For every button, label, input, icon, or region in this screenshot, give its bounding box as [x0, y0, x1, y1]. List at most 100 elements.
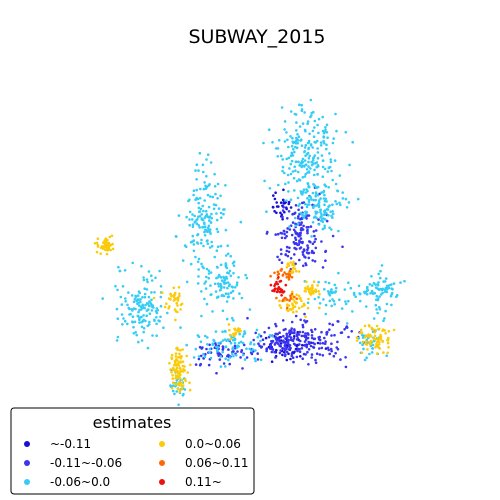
map-point — [283, 120, 287, 123]
map-point — [195, 222, 199, 225]
map-point — [295, 297, 299, 301]
map-point — [188, 223, 191, 227]
map-point — [223, 282, 226, 285]
map-point — [118, 269, 122, 273]
map-point — [178, 372, 181, 376]
map-point — [300, 299, 303, 303]
map-point — [197, 357, 201, 361]
map-point — [310, 353, 314, 356]
map-point — [322, 142, 326, 145]
map-point — [304, 353, 307, 356]
map-point — [203, 297, 206, 301]
map-point — [295, 146, 299, 150]
map-point — [284, 182, 287, 186]
map-point — [304, 172, 308, 176]
map-point — [209, 161, 213, 164]
map-point — [339, 203, 342, 207]
map-point — [255, 328, 259, 332]
map-point — [298, 202, 302, 206]
map-point — [205, 275, 208, 279]
map-point — [208, 347, 212, 351]
map-point — [200, 314, 203, 318]
map-point — [314, 237, 317, 241]
map-point — [291, 154, 295, 157]
map-point — [227, 358, 230, 362]
map-point — [215, 212, 218, 215]
map-point — [206, 336, 209, 339]
legend: estimates ~-0.11 -0.11~-0.06 -0.06~0.0 0… — [10, 407, 255, 495]
map-point — [331, 323, 335, 327]
map-point — [202, 244, 205, 248]
map-point — [294, 302, 298, 305]
map-point — [269, 283, 273, 287]
map-point — [137, 340, 140, 344]
map-point — [295, 355, 299, 359]
map-point — [249, 342, 252, 346]
map-point — [132, 332, 136, 335]
map-point — [167, 307, 170, 310]
legend-entry: -0.06~0.0 — [24, 475, 110, 489]
map-point — [181, 384, 185, 387]
map-point — [189, 262, 193, 266]
map-point — [303, 150, 306, 154]
map-point — [270, 340, 273, 343]
map-point — [121, 285, 125, 288]
map-point — [370, 326, 374, 330]
map-point — [323, 224, 327, 228]
map-point — [183, 369, 186, 372]
map-point — [311, 259, 315, 262]
map-point — [188, 198, 191, 202]
map-point — [315, 204, 319, 207]
map-point — [312, 135, 316, 138]
map-point — [235, 281, 239, 285]
map-point — [364, 342, 367, 346]
map-point — [217, 285, 221, 288]
map-point — [308, 195, 312, 198]
map-point — [204, 287, 208, 290]
map-point — [310, 251, 314, 254]
map-point — [295, 310, 298, 313]
map-point — [139, 300, 142, 304]
map-point — [285, 207, 289, 211]
map-point — [306, 197, 309, 200]
map-point — [109, 248, 112, 252]
map-point — [295, 334, 299, 338]
map-point — [214, 330, 218, 333]
map-point — [312, 230, 316, 233]
map-point — [217, 273, 221, 277]
map-point — [274, 233, 278, 236]
map-point — [274, 147, 278, 150]
map-point — [324, 280, 327, 284]
map-point — [124, 300, 127, 303]
map-point — [326, 136, 329, 139]
map-point — [224, 357, 227, 361]
map-point — [274, 322, 277, 326]
map-point — [399, 281, 402, 284]
map-point — [302, 248, 306, 251]
map-point — [289, 172, 293, 176]
map-point — [171, 374, 174, 377]
legend-label-2: -0.06~0.0 — [50, 475, 110, 489]
map-point — [318, 338, 322, 342]
map-point — [303, 128, 307, 132]
map-point — [366, 288, 370, 292]
map-point — [210, 244, 214, 248]
map-point — [337, 271, 340, 275]
map-point — [324, 250, 327, 253]
map-point — [313, 184, 316, 187]
map-point — [198, 215, 202, 218]
map-point — [341, 245, 344, 249]
map-point — [286, 138, 289, 142]
map-point — [321, 115, 325, 119]
map-point — [134, 307, 137, 311]
map-point — [227, 292, 230, 296]
map-point — [301, 250, 305, 254]
map-point — [280, 267, 284, 271]
map-point — [288, 335, 291, 338]
map-point — [287, 145, 290, 149]
map-point — [224, 184, 227, 187]
map-point — [259, 358, 263, 362]
map-point — [314, 361, 318, 365]
map-point — [345, 326, 349, 329]
map-point — [231, 352, 234, 356]
